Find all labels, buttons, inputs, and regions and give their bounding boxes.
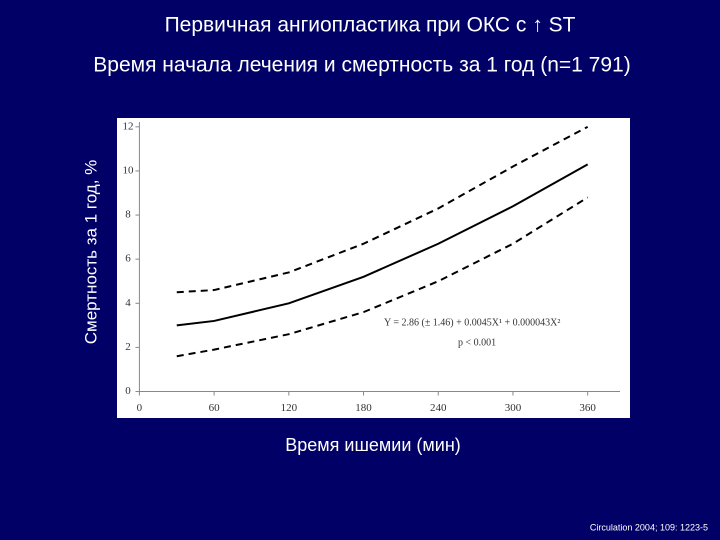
- x-tick-label: 300: [505, 402, 522, 414]
- x-axis-label: Время ишемии (мин): [285, 435, 461, 455]
- x-tick-label: 60: [209, 402, 221, 414]
- source: Circulation 2004; 109: 1223-5: [590, 522, 708, 532]
- y-axis-label: Смертность за 1 год, %: [81, 160, 100, 345]
- x-tick-label: 120: [281, 402, 298, 414]
- subtitle: Время начала лечения и смертность за 1 г…: [93, 54, 630, 77]
- line-series: [176, 196, 589, 358]
- y-tick-label: 0: [125, 385, 131, 397]
- p-value: p < 0.001: [458, 337, 496, 348]
- y-tick-label: 12: [123, 120, 134, 132]
- title: Первичная ангиопластика при ОКС с ↑ ST: [165, 14, 576, 37]
- x-tick-label: 360: [579, 402, 596, 414]
- x-tick-label: 0: [137, 402, 143, 414]
- y-tick-label: 6: [125, 253, 131, 265]
- x-tick-label: 180: [355, 402, 372, 414]
- y-tick-label: 4: [125, 297, 131, 309]
- y-tick-label: 2: [125, 341, 131, 353]
- y-tick-label: 8: [125, 209, 131, 221]
- y-tick-label: 10: [123, 164, 135, 176]
- plot-area: [117, 118, 630, 418]
- line-series: [176, 163, 589, 327]
- line-series: [176, 125, 589, 294]
- x-tick-label: 240: [430, 402, 447, 414]
- equation: Y = 2.86 (± 1.46) + 0.0045X¹ + 0.000043X…: [384, 317, 560, 328]
